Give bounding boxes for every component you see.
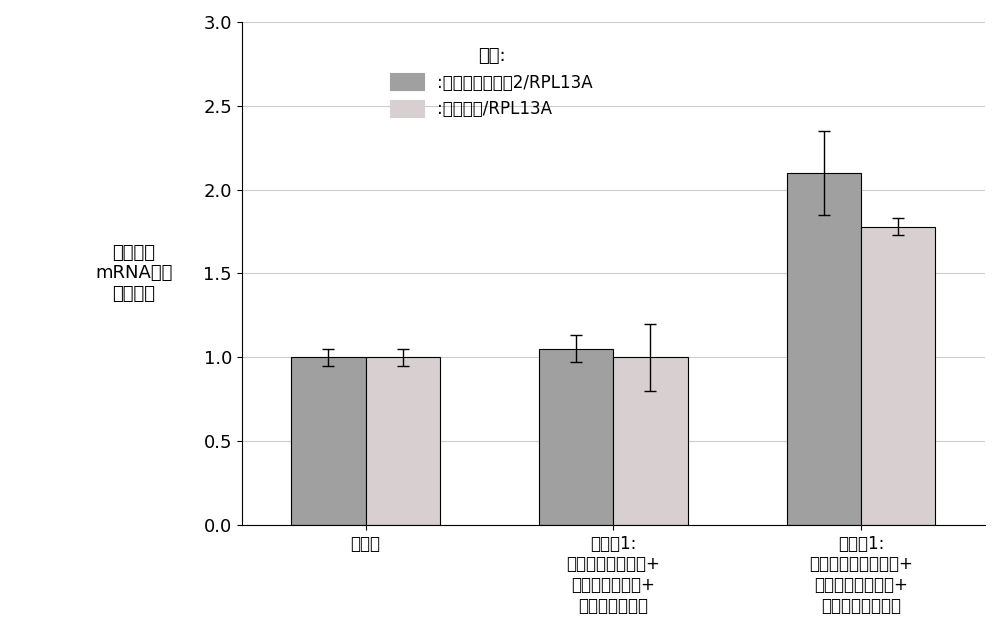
Bar	[613, 357, 688, 525]
Bar	[787, 173, 861, 525]
Bar	[539, 349, 613, 525]
Legend: :透明质酸合成酶2/RPL13A, :丝聚蛋白/RPL13A: :透明质酸合成酶2/RPL13A, :丝聚蛋白/RPL13A	[384, 40, 599, 125]
Bar	[291, 357, 366, 525]
Bar	[861, 227, 935, 525]
Y-axis label: 相对性的
mRNA表达
（倍数）: 相对性的 mRNA表达 （倍数）	[95, 244, 172, 303]
Bar	[366, 357, 440, 525]
